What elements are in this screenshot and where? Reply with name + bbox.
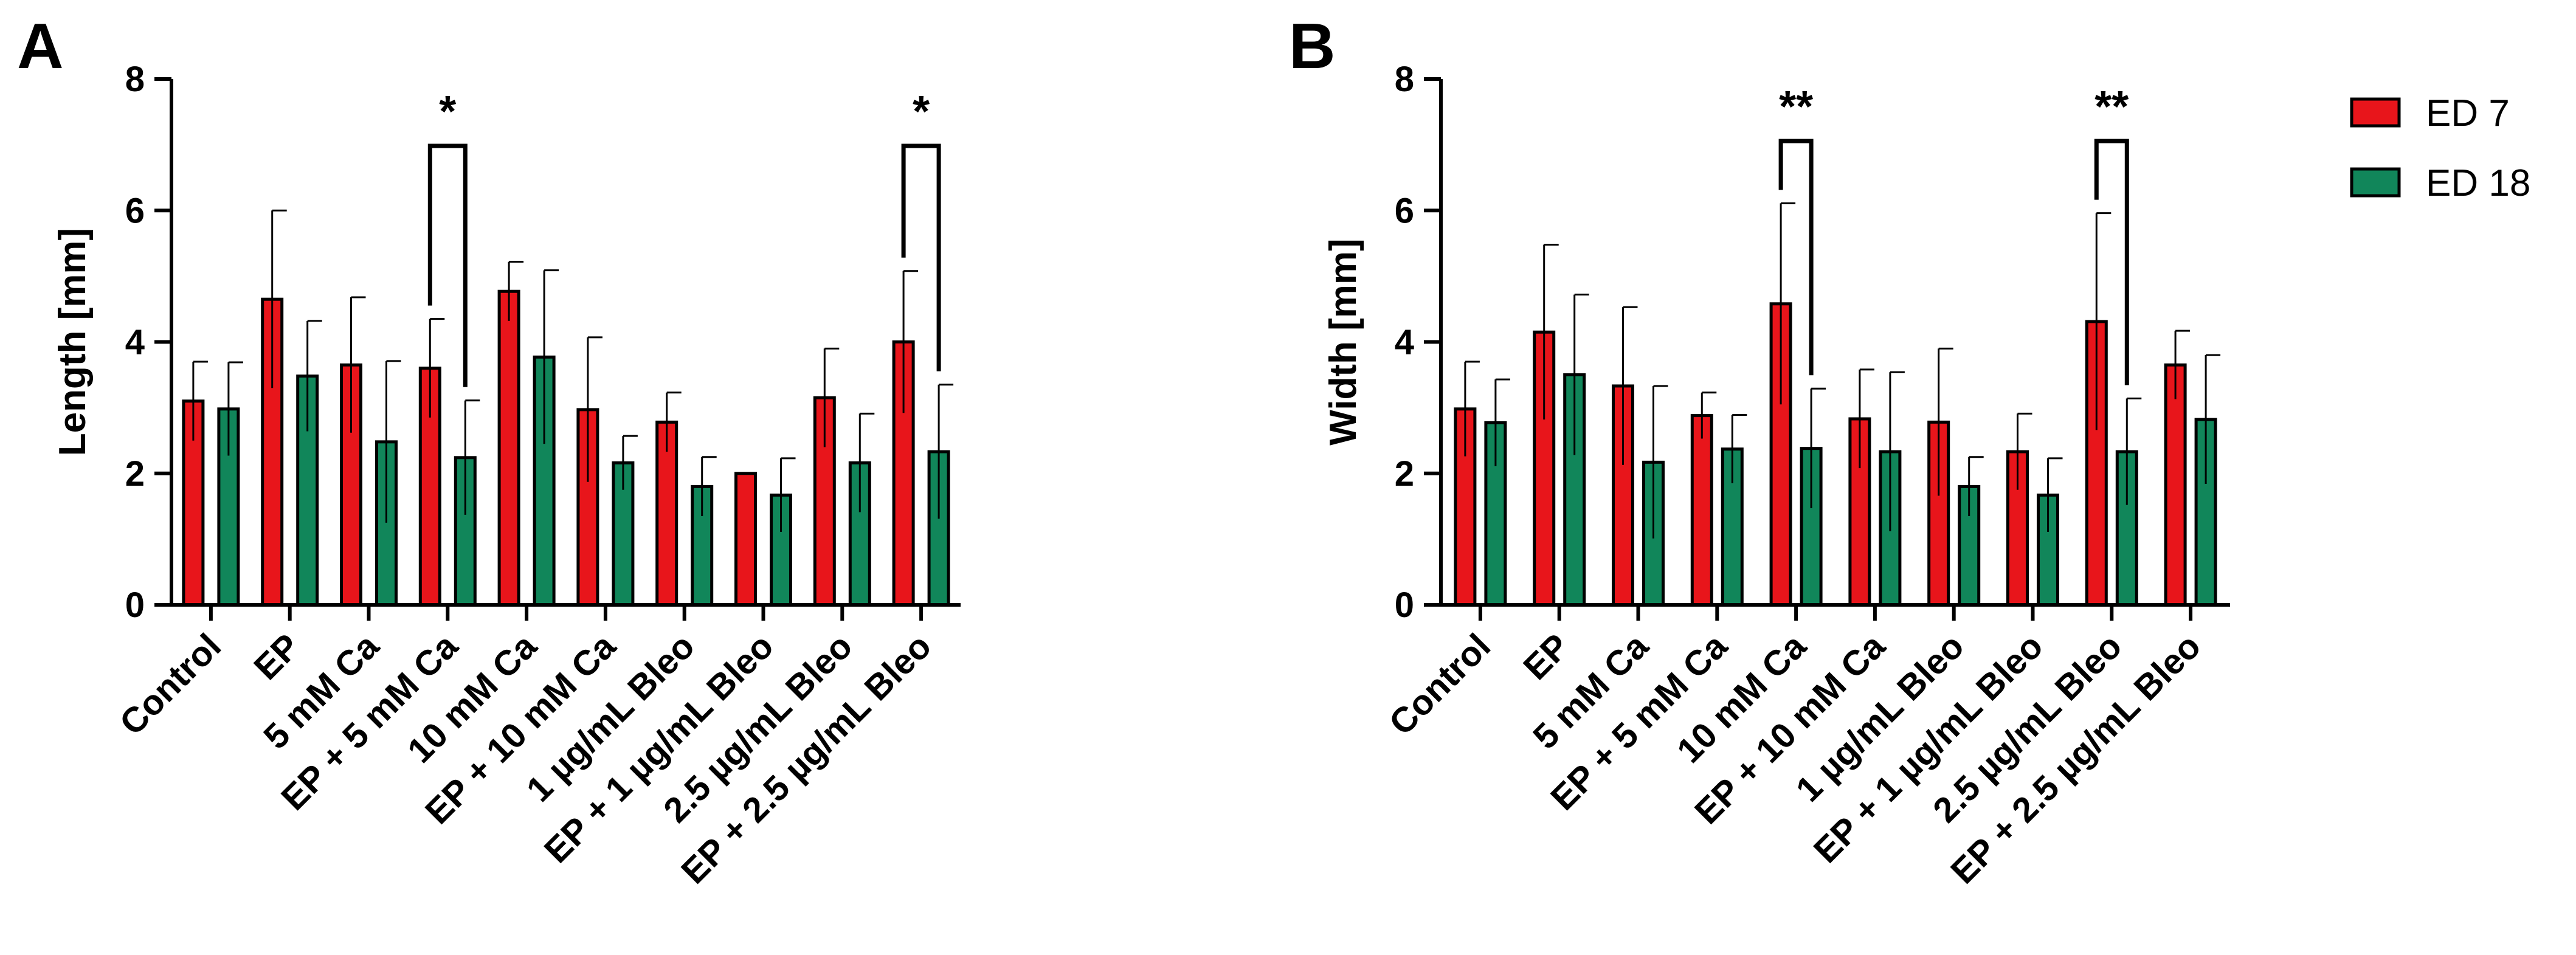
- legend-swatch: [2350, 167, 2401, 198]
- y-axis-title: Length [mm]: [52, 228, 94, 456]
- legend-label: ED 18: [2426, 162, 2530, 204]
- significance-label: *: [439, 88, 456, 136]
- y-tick-label: 4: [125, 323, 145, 362]
- x-tick-label: Control: [112, 626, 229, 743]
- y-tick-label: 8: [125, 60, 145, 99]
- legend: ED 7 ED 18: [2350, 92, 2530, 204]
- x-tick-label: EP: [1516, 626, 1577, 688]
- legend-swatch: [2350, 97, 2401, 128]
- bar: [497, 289, 520, 607]
- y-tick-label: 2: [1395, 454, 1414, 494]
- y-tick-label: 2: [125, 454, 145, 494]
- y-tick-label: 6: [125, 191, 145, 230]
- significance-bracket: [427, 143, 468, 387]
- bar: [1690, 414, 1713, 607]
- y-tick-label: 6: [1395, 191, 1414, 230]
- x-tick-label: Control: [1381, 626, 1498, 743]
- x-tick-label: EP: [246, 626, 308, 688]
- significance-bracket: [1778, 139, 1814, 376]
- significance-bracket: [2094, 139, 2129, 385]
- y-tick-label: 4: [1395, 323, 1414, 362]
- significance-bracket: [901, 143, 941, 371]
- legend-label: ED 7: [2426, 92, 2510, 134]
- bar: [734, 472, 757, 607]
- y-tick-label: 8: [1395, 60, 1414, 99]
- significance-label: **: [1779, 83, 1813, 131]
- panel-letter: A: [17, 10, 64, 82]
- y-axis-title: Width [mm]: [1322, 238, 1364, 445]
- y-tick-label: 0: [125, 585, 145, 625]
- significance-label: *: [913, 88, 930, 136]
- y-tick-label: 0: [1395, 585, 1414, 625]
- significance-label: **: [2094, 83, 2129, 131]
- panel-letter: B: [1289, 10, 1336, 82]
- bar: [2164, 363, 2187, 607]
